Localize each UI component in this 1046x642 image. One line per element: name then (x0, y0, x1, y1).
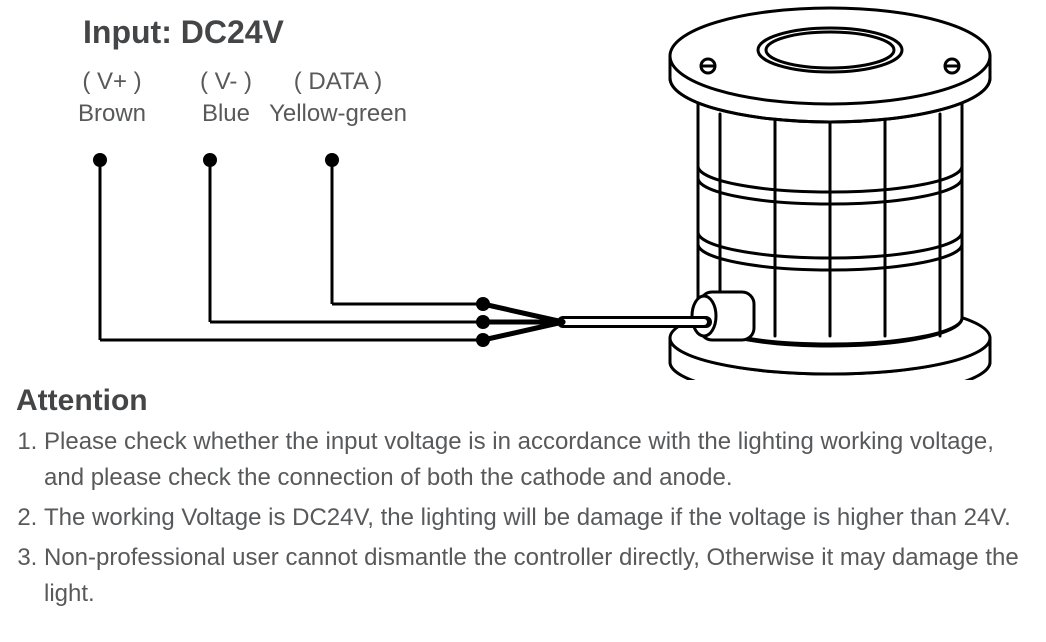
attention-item: Please check whether the input voltage i… (44, 424, 1030, 496)
attention-item: Non-professional user cannot dismantle t… (44, 540, 1030, 612)
attention-list: Please check whether the input voltage i… (16, 424, 1030, 616)
attention-item: The working Voltage is DC24V, the lighti… (44, 500, 1030, 536)
page-root: Input: DC24V ( V+ ) Brown ( V- ) Blue ( … (0, 0, 1046, 642)
attention-heading: Attention (16, 384, 148, 418)
wiring-diagram (0, 0, 1046, 380)
